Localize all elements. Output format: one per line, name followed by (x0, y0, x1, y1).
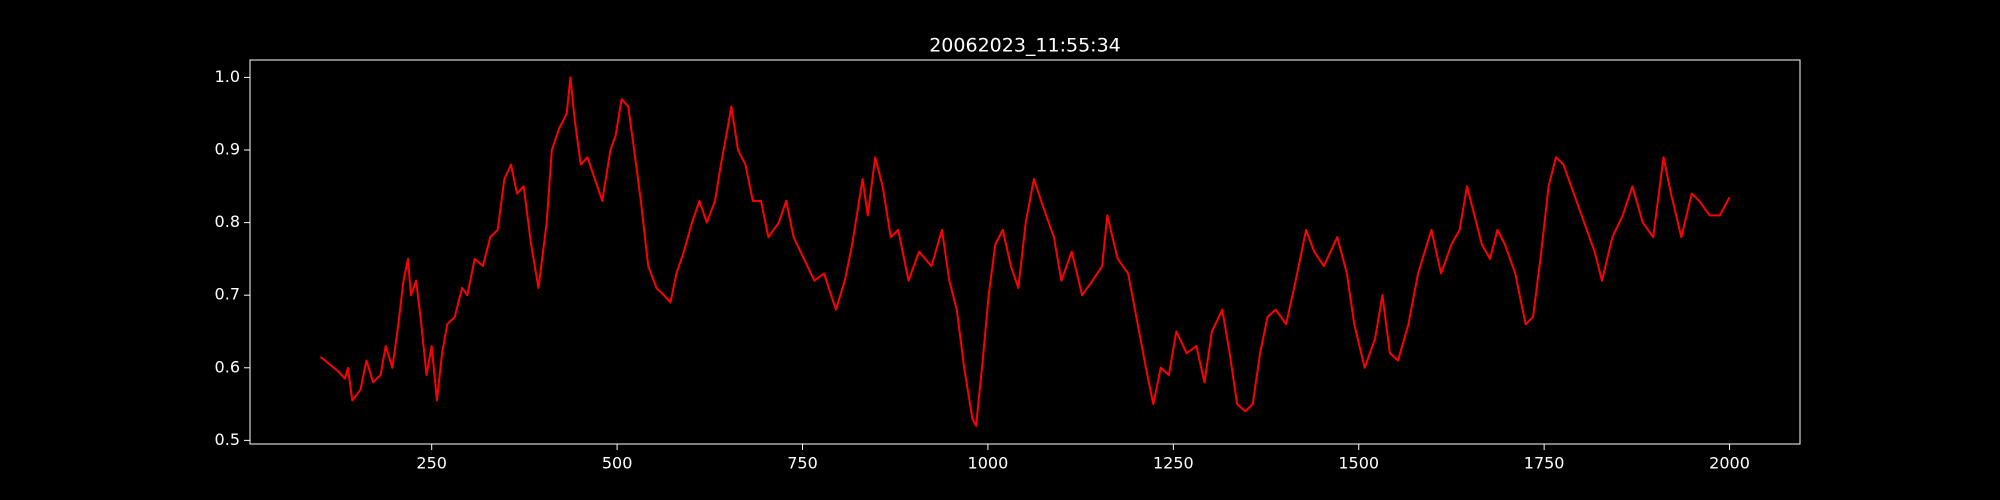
y-tick-label: 0.7 (215, 285, 240, 304)
x-tick-label: 1250 (1153, 454, 1194, 473)
x-tick-label: 250 (416, 454, 447, 473)
x-tick-label: 750 (787, 454, 818, 473)
y-tick-label: 0.8 (215, 212, 240, 231)
x-tick-label: 1750 (1524, 454, 1565, 473)
x-tick-label: 1000 (968, 454, 1009, 473)
plot-frame (249, 59, 1801, 445)
chart-title: 20062023_11:55:34 (929, 35, 1121, 57)
y-tick-label: 0.9 (215, 140, 240, 159)
x-tick-label: 500 (602, 454, 633, 473)
x-tick-label: 2000 (1709, 454, 1750, 473)
y-tick-label: 0.6 (215, 357, 240, 376)
x-tick-label: 1500 (1338, 454, 1379, 473)
data-line (319, 76, 1731, 427)
y-tick-label: 0.5 (215, 430, 240, 449)
y-tick-label: 1.0 (215, 67, 240, 86)
